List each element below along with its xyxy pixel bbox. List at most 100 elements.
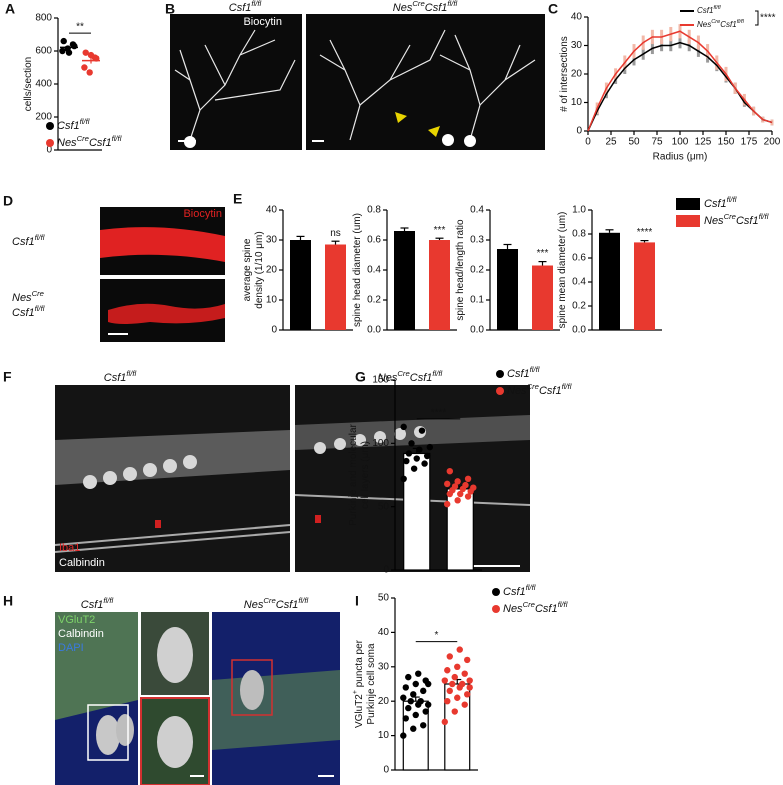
stain-label: Iba1 <box>59 542 80 554</box>
text-segment: Nes <box>57 137 77 149</box>
stain-label: VGluT2 <box>58 614 95 626</box>
data-point <box>410 465 418 472</box>
data-point <box>421 460 428 467</box>
genotype-label: NesCreCsf1fl/fl <box>378 369 443 384</box>
y-tick-label: 0.2 <box>367 295 381 306</box>
genotype-label: Csf1fl/fl <box>229 0 262 14</box>
data-point <box>86 69 93 76</box>
data-point <box>441 718 448 726</box>
data-point <box>464 691 471 698</box>
text-segment: Csf1 <box>697 6 713 15</box>
y-tick-label: 800 <box>35 13 52 24</box>
data-point <box>454 694 461 701</box>
bar <box>325 244 346 330</box>
y-tick-label: 1.0 <box>572 205 586 216</box>
y-tick-label: 0.0 <box>367 325 381 336</box>
data-point <box>446 653 453 660</box>
data-point <box>82 49 89 56</box>
bar <box>497 249 518 330</box>
genotype-label: NesCreCsf1fl/fl <box>244 596 309 611</box>
significance-bracket <box>755 10 759 26</box>
bar <box>290 240 311 330</box>
data-point <box>444 667 451 674</box>
data-point <box>420 687 427 695</box>
genotype-label: Csf1fl/fl <box>12 304 45 319</box>
y-tick-label: 0 <box>576 126 582 137</box>
y-tick-label: 0.8 <box>572 229 586 240</box>
text-segment: Csf1 <box>704 198 727 210</box>
superscript: Cre <box>724 212 736 221</box>
data-point <box>461 701 468 708</box>
y-tick-label: 0.0 <box>572 325 586 336</box>
stain-label: Biocytin <box>243 16 282 28</box>
superscript: Cre <box>711 19 720 25</box>
legend-label: Csf1fl/fl <box>503 583 536 598</box>
data-point <box>446 468 454 475</box>
legend-marker <box>496 387 504 395</box>
superscript: fl/fl <box>112 134 122 143</box>
x-tick-label: 100 <box>672 137 689 148</box>
superscript: fl/fl <box>562 382 572 391</box>
data-point <box>456 646 463 653</box>
significance-label: **** <box>431 408 447 419</box>
data-point <box>412 711 419 719</box>
y-tick-label: 0.6 <box>367 235 381 246</box>
significance-label: **** <box>637 227 653 238</box>
genotype-label: Csf1fl/fl <box>81 596 114 611</box>
text-segment: Nes <box>697 20 711 29</box>
data-point <box>451 673 458 681</box>
legend-label: NesCreCsf1fl/fl <box>697 19 745 29</box>
text-segment: Nes <box>393 2 413 14</box>
image-h <box>55 612 340 785</box>
legend-marker <box>492 588 500 596</box>
text-segment: Csf1 <box>736 215 759 227</box>
y-tick-label: 150 <box>372 375 389 386</box>
panel-label: A <box>5 1 15 17</box>
superscript: fl/fl <box>713 5 721 11</box>
y-tick-label: 0 <box>383 765 389 776</box>
superscript: Cre <box>397 369 409 378</box>
data-point <box>464 475 472 482</box>
superscript: Cre <box>32 289 44 298</box>
y-axis-label: cell layers (μm) <box>360 441 371 509</box>
genotype-label: Csf1fl/fl <box>104 369 137 384</box>
data-point <box>71 42 78 50</box>
data-point <box>415 670 422 677</box>
line <box>587 30 773 132</box>
data-point <box>403 457 410 465</box>
superscript: fl/fl <box>558 600 568 609</box>
legend-marker <box>46 139 54 147</box>
superscript: fl/fl <box>35 233 45 242</box>
data-point <box>425 680 432 688</box>
legend-label: NesCreCsf1fl/fl <box>57 134 122 149</box>
text-segment: Csf1 <box>410 372 433 384</box>
y-tick-label: 0 <box>383 565 389 576</box>
y-tick-label: 0.8 <box>367 205 381 216</box>
data-point <box>444 500 451 508</box>
data-point <box>408 440 415 447</box>
x-tick-label: 150 <box>718 137 735 148</box>
superscript: fl/fl <box>727 195 737 204</box>
data-point <box>400 732 407 739</box>
x-tick-label: 175 <box>741 137 758 148</box>
panel-label: E <box>233 191 242 207</box>
y-tick-label: 0.4 <box>572 277 586 288</box>
y-tick-label: 10 <box>266 295 278 306</box>
y-tick-label: 0.4 <box>470 205 484 216</box>
text-segment: Nes <box>244 599 264 611</box>
y-tick-label: 30 <box>378 661 390 672</box>
bar <box>599 232 620 330</box>
x-tick-label: 75 <box>651 137 663 148</box>
legend-label: NesCreCsf1fl/fl <box>503 600 568 615</box>
data-point <box>459 680 466 688</box>
panel-label: H <box>3 593 13 609</box>
superscript: Cre <box>77 134 89 143</box>
data-point <box>470 484 477 491</box>
data-point <box>451 708 458 715</box>
superscript: fl/fl <box>298 596 308 605</box>
text-segment: Nes <box>503 603 523 615</box>
bar <box>403 452 431 571</box>
y-tick-label: 50 <box>378 501 390 512</box>
data-point <box>400 423 407 431</box>
data-point <box>410 691 417 698</box>
